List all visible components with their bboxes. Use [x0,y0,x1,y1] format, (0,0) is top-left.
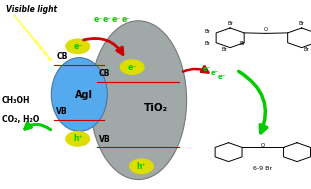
Text: O: O [264,27,268,32]
Text: e⁻: e⁻ [202,66,211,72]
Text: Br: Br [303,47,309,52]
Circle shape [66,39,90,53]
Text: e⁻: e⁻ [218,74,227,80]
Text: e⁻: e⁻ [93,15,103,24]
Circle shape [130,159,153,174]
Text: VB: VB [99,135,110,144]
Text: CB: CB [56,52,68,61]
Text: VB: VB [56,107,68,116]
Text: 6-9 Br: 6-9 Br [253,166,272,171]
Text: TiO₂: TiO₂ [143,103,168,113]
Text: e⁻: e⁻ [112,15,121,24]
Text: e⁻: e⁻ [210,70,219,76]
Circle shape [120,60,144,74]
Text: h⁺: h⁺ [73,134,82,143]
Text: Br: Br [227,21,233,26]
Text: AgI: AgI [75,90,93,99]
Text: Br: Br [205,41,211,46]
Text: h⁺: h⁺ [137,162,146,171]
Text: Br: Br [205,29,211,34]
Text: e⁻: e⁻ [73,42,82,51]
Text: CB: CB [99,69,110,78]
Text: e⁻: e⁻ [103,15,112,24]
Text: CO₂, H₂O: CO₂, H₂O [2,115,39,124]
Text: e⁻: e⁻ [128,63,137,72]
Text: e⁻: e⁻ [121,15,131,24]
Circle shape [66,132,90,146]
Text: CH₃OH: CH₃OH [2,96,30,105]
Text: Br: Br [299,21,304,26]
Ellipse shape [51,58,107,131]
Ellipse shape [90,21,187,180]
Text: Br: Br [239,41,245,46]
Text: O: O [261,143,265,148]
Text: Visible light: Visible light [6,5,57,14]
Text: Br: Br [222,47,228,52]
